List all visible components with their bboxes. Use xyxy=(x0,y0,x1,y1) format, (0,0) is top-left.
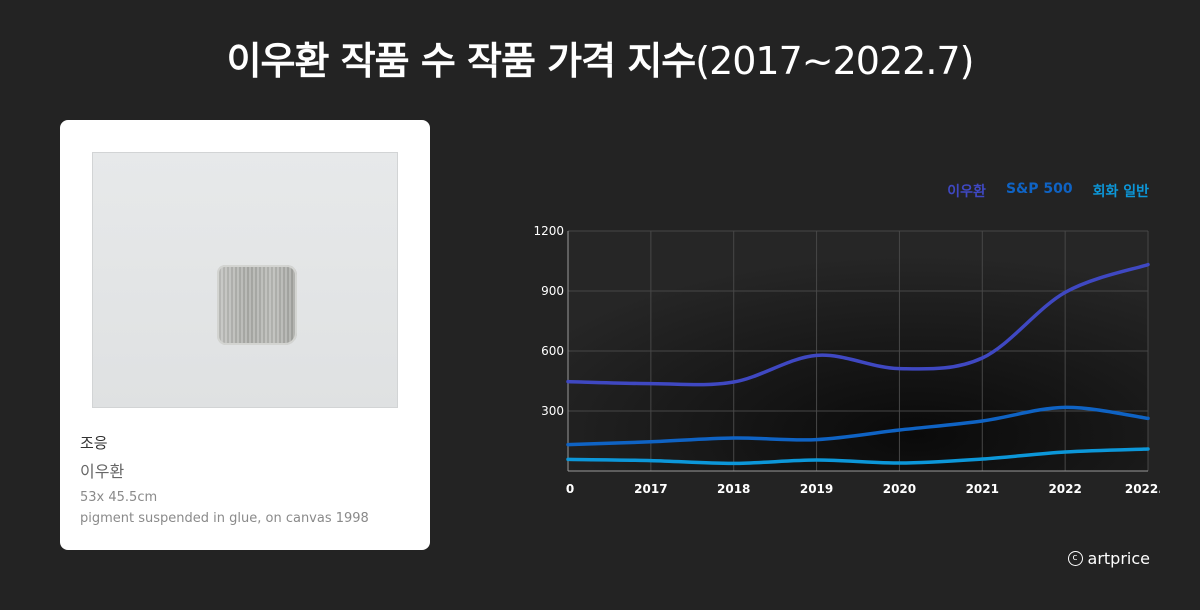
series-line-0 xyxy=(566,262,1150,387)
x-tick-label: 2018 xyxy=(717,482,750,496)
brand-logo: c artprice xyxy=(1067,549,1150,568)
series-line-1 xyxy=(566,405,1150,447)
price-index-chart: 300 600 900 1200 0 2017 2018 2019 2020 2021 2022 20… xyxy=(533,224,1160,496)
y-tick-label: 600 xyxy=(541,344,564,358)
y-tick-label: 900 xyxy=(541,284,564,298)
artwork-title: 조응 xyxy=(80,434,108,452)
chart-legend: 이우환 S&P 500 회화 일반 xyxy=(947,181,1149,201)
artwork-artist: 이우환 xyxy=(80,462,125,481)
artwork-size: 53x 45.5cm xyxy=(80,490,158,505)
legend-item-1: S&P 500 xyxy=(1005,181,1073,197)
page-title: 이우환 작품 수 작품 가격 지수(2017~2022.7) xyxy=(0,30,1200,85)
artwork-image xyxy=(92,152,398,408)
title-period: (2017~2022.7) xyxy=(695,39,974,83)
legend-item-0: 이우환 xyxy=(947,184,986,200)
y-tick-label: 300 xyxy=(541,404,564,418)
title-main: 이우환 작품 수 작품 가격 지수 xyxy=(226,39,697,83)
x-tick-label: 2019 xyxy=(800,482,833,496)
series-line-2 xyxy=(566,447,1150,466)
x-tick-label: 2020 xyxy=(883,482,916,496)
legend-item-2: 회화 일반 xyxy=(1092,184,1149,200)
x-tick-label: 2022.7 xyxy=(1125,482,1160,496)
y-tick-label: 1200 xyxy=(533,224,564,238)
copyright-icon: c xyxy=(1067,551,1083,566)
artwork-card: 조응 이우환 53x 45.5cm pigment suspended in g… xyxy=(60,120,430,550)
brand-name: artprice xyxy=(1087,549,1150,568)
artwork-brushstroke xyxy=(217,265,297,345)
x-tick-label: 0 xyxy=(566,482,574,496)
x-tick-label: 2022 xyxy=(1048,482,1081,496)
x-tick-label: 2017 xyxy=(634,482,667,496)
x-tick-label: 2021 xyxy=(966,482,999,496)
artwork-medium: pigment suspended in glue, on canvas 199… xyxy=(80,511,369,526)
